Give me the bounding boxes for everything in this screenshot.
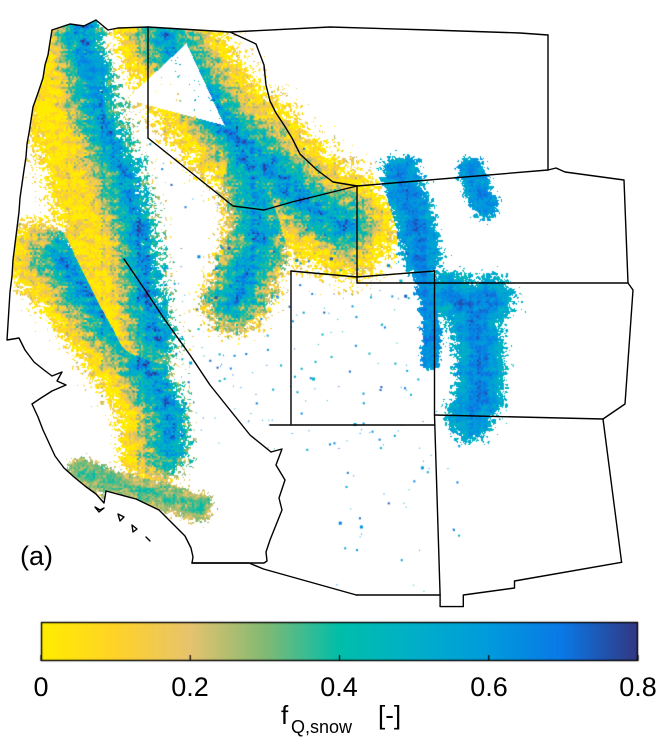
svg-text:0.6: 0.6: [470, 672, 508, 702]
svg-text:[-]: [-]: [378, 700, 401, 730]
svg-text:(a): (a): [20, 541, 53, 571]
svg-text:Q,snow: Q,snow: [291, 717, 353, 737]
svg-text:f: f: [281, 700, 289, 730]
svg-text:0.8: 0.8: [619, 672, 657, 702]
svg-text:0.2: 0.2: [171, 672, 209, 702]
svg-text:0.4: 0.4: [320, 672, 358, 702]
svg-text:0: 0: [33, 672, 48, 702]
